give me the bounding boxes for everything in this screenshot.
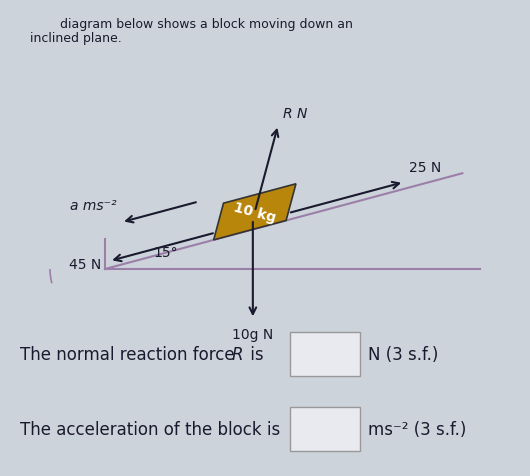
Text: ms⁻² (3 s.f.): ms⁻² (3 s.f.) xyxy=(368,420,466,438)
FancyBboxPatch shape xyxy=(290,407,360,451)
Text: The normal reaction force: The normal reaction force xyxy=(20,345,240,363)
Text: inclined plane.: inclined plane. xyxy=(30,32,122,45)
Text: 45 N: 45 N xyxy=(69,258,101,271)
FancyBboxPatch shape xyxy=(290,332,360,376)
Text: N (3 s.f.): N (3 s.f.) xyxy=(368,345,438,363)
Text: diagram below shows a block moving down an: diagram below shows a block moving down … xyxy=(60,18,353,31)
Text: a ms⁻²: a ms⁻² xyxy=(69,199,116,213)
Text: 25 N: 25 N xyxy=(409,161,441,175)
Text: is: is xyxy=(245,345,263,363)
Text: 10 kg: 10 kg xyxy=(232,200,278,225)
Text: R N: R N xyxy=(283,107,307,120)
Text: The acceleration of the block is: The acceleration of the block is xyxy=(20,420,280,438)
Text: 15°: 15° xyxy=(153,246,178,259)
Polygon shape xyxy=(214,184,296,240)
Text: R: R xyxy=(232,345,243,363)
Text: 10g N: 10g N xyxy=(232,327,273,341)
